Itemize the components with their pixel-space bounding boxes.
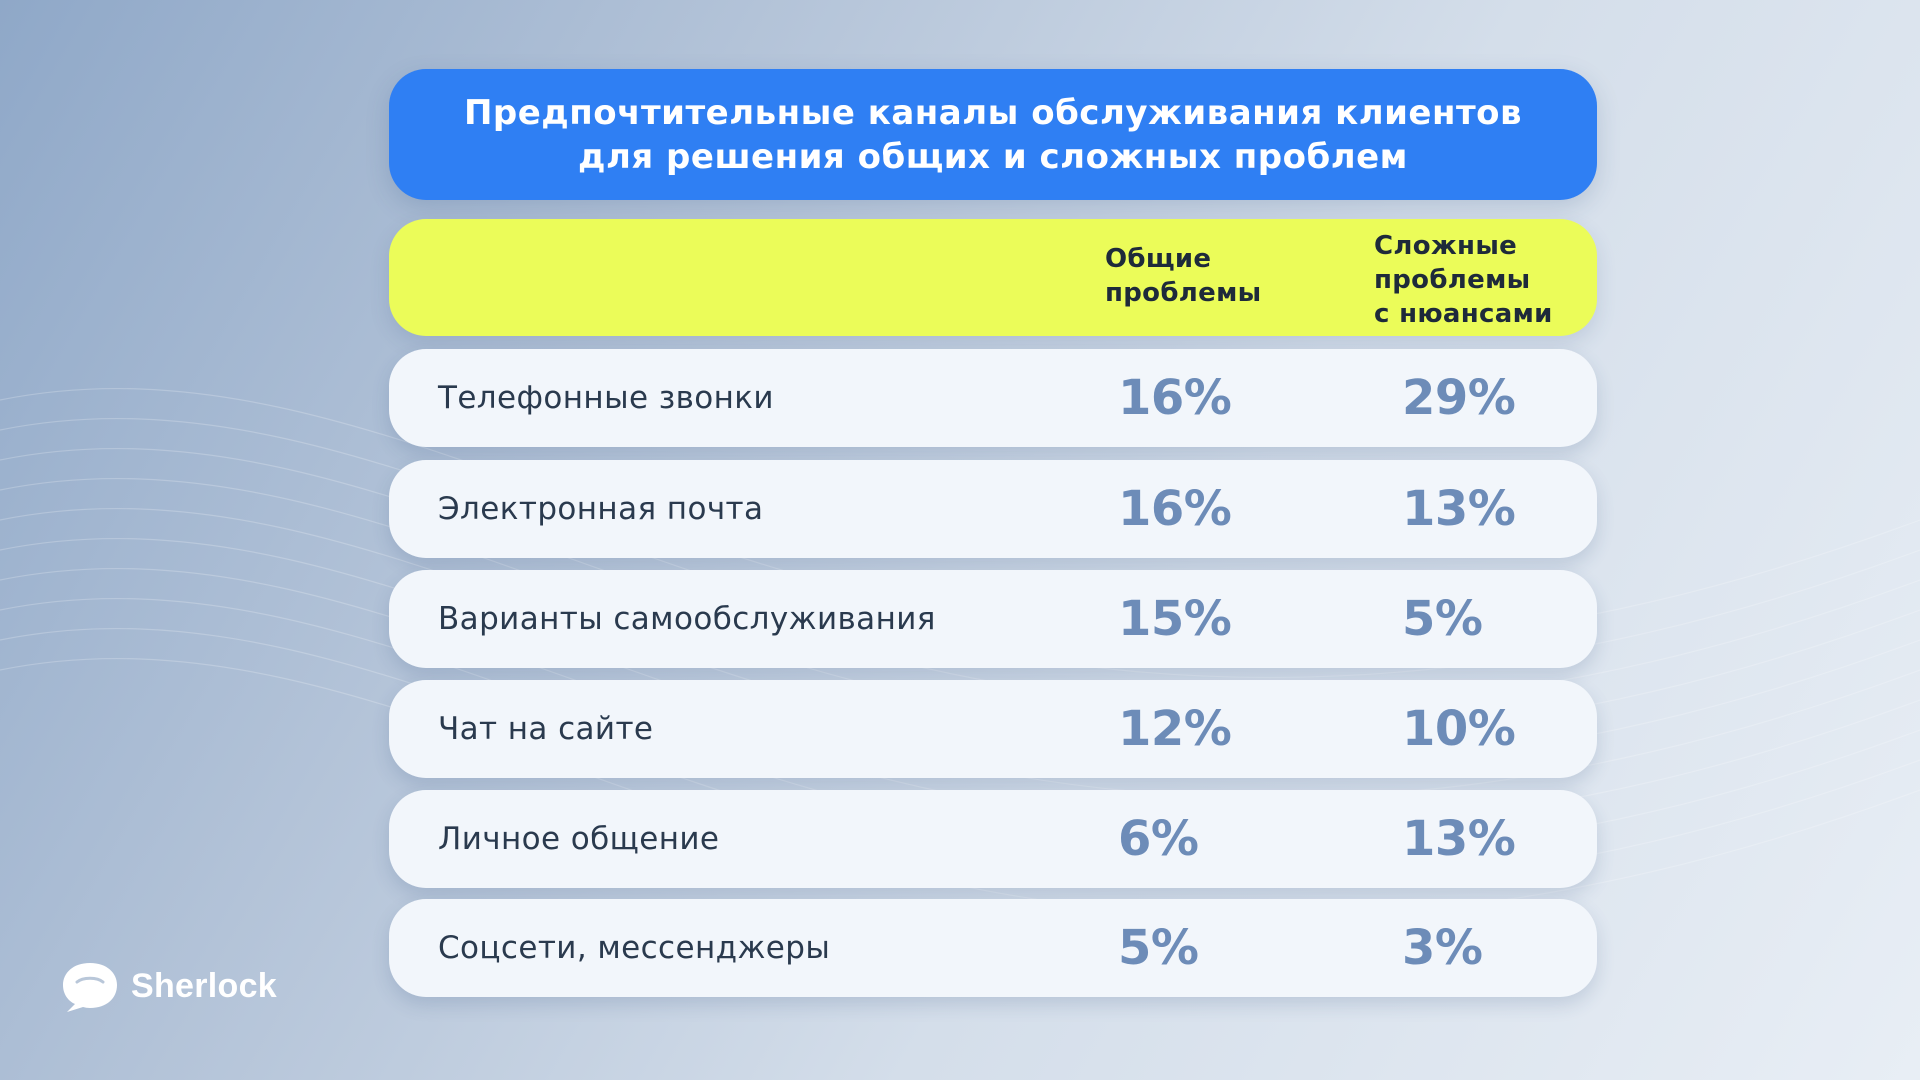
row-label: Соцсети, мессенджеры: [438, 930, 831, 966]
table-header: Общие проблемы Сложные проблемы с нюанса…: [389, 219, 1597, 336]
row-label: Личное общение: [438, 821, 720, 857]
column-header-general: Общие проблемы: [1105, 242, 1261, 310]
table-row: Электронная почта 16% 13%: [389, 460, 1597, 558]
table-row: Телефонные звонки 16% 29%: [389, 349, 1597, 447]
value-general: 16%: [1118, 481, 1232, 537]
row-label: Варианты самообслуживания: [438, 601, 936, 637]
column-header-complex-line-1: Сложные: [1374, 231, 1518, 261]
logo-text: Sherlock: [131, 967, 278, 1005]
value-general: 5%: [1118, 920, 1199, 976]
column-header-general-line-2: проблемы: [1105, 278, 1262, 308]
table-row: Соцсети, мессенджеры 5% 3%: [389, 899, 1597, 997]
chart-title-line-2: для решения общих и сложных проблем: [578, 136, 1408, 177]
row-label: Электронная почта: [438, 491, 764, 527]
value-complex: 3%: [1402, 920, 1483, 976]
value-general: 15%: [1118, 591, 1232, 647]
value-general: 16%: [1118, 370, 1232, 426]
value-complex: 13%: [1402, 811, 1516, 867]
value-general: 12%: [1118, 701, 1232, 757]
sherlock-logo: Sherlock: [59, 958, 277, 1015]
column-header-complex: Сложные проблемы с нюансами: [1374, 229, 1553, 331]
column-header-complex-line-2: проблемы: [1374, 265, 1531, 295]
value-complex: 5%: [1402, 591, 1483, 647]
value-general: 6%: [1118, 811, 1199, 867]
row-label: Чат на сайте: [438, 711, 654, 747]
row-label: Телефонные звонки: [438, 380, 774, 416]
column-header-general-line-1: Общие: [1105, 244, 1212, 274]
table-row: Личное общение 6% 13%: [389, 790, 1597, 888]
column-header-complex-line-3: с нюансами: [1374, 299, 1553, 329]
table-row: Чат на сайте 12% 10%: [389, 680, 1597, 778]
value-complex: 13%: [1402, 481, 1516, 537]
chart-title-line-1: Предпочтительные каналы обслуживания кли…: [463, 92, 1523, 133]
value-complex: 10%: [1402, 701, 1516, 757]
chat-bubble-icon: [63, 963, 117, 1012]
chart-title: Предпочтительные каналы обслуживания кли…: [389, 69, 1597, 200]
table-row: Варианты самообслуживания 15% 5%: [389, 570, 1597, 668]
value-complex: 29%: [1402, 370, 1516, 426]
